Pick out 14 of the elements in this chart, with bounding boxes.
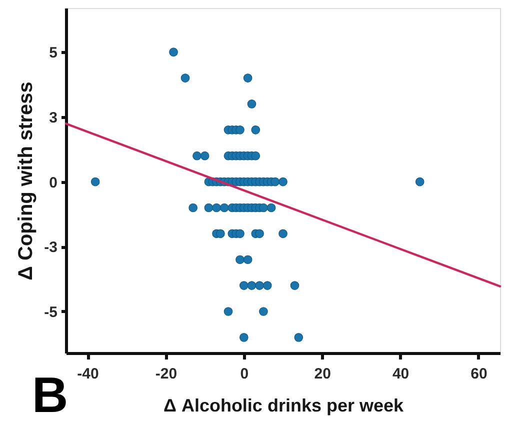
y-tick-label: -3: [44, 239, 58, 256]
x-axis-title: Δ Alcoholic drinks per week: [163, 396, 404, 416]
y-axis-title: Δ Coping with stress: [15, 82, 38, 280]
y-tick-label: 3: [49, 109, 58, 126]
y-tick-label: 0: [49, 174, 58, 192]
x-tick-label: 0: [240, 366, 249, 382]
x-tick-label: 60: [470, 366, 488, 382]
x-tick-label: -20: [155, 366, 178, 382]
y-tick-label: 5: [49, 44, 58, 62]
y-tick-label: -5: [44, 304, 58, 321]
text: B: [32, 367, 68, 421]
x-tick-label: 40: [392, 366, 410, 382]
x-tick-label: -40: [77, 366, 99, 382]
x-tick-label: 20: [314, 366, 331, 382]
